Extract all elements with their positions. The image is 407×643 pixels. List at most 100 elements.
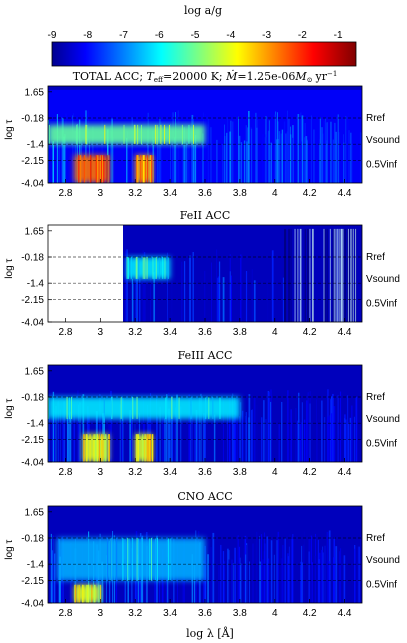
spectral-streak	[318, 143, 320, 183]
y-tick-label: -4.04	[21, 458, 44, 469]
spectral-streak	[230, 275, 233, 322]
spectral-streak	[245, 415, 247, 462]
spectral-streak	[333, 557, 335, 603]
spectral-streak	[224, 135, 226, 183]
spectral-streak	[349, 136, 351, 183]
spectral-streak	[241, 410, 244, 462]
spectral-streak	[330, 413, 333, 462]
spectral-streak	[245, 271, 248, 322]
spectral-streak	[178, 397, 180, 419]
spectral-streak	[243, 547, 244, 603]
spectral-streak	[150, 393, 152, 462]
x-tick-label: 4	[272, 327, 278, 338]
spectral-streak	[270, 401, 272, 462]
x-tick-label: 3.8	[233, 608, 247, 619]
spectral-streak	[288, 225, 290, 322]
spectral-streak	[329, 414, 331, 462]
spectral-streak	[325, 143, 328, 183]
spectral-streak	[210, 547, 212, 603]
x-tick-label: 4.4	[338, 608, 352, 619]
spectral-streak	[212, 397, 214, 419]
spectral-streak	[51, 550, 54, 603]
spectral-streak	[154, 257, 156, 279]
spectral-streak	[344, 225, 347, 322]
spectral-streak	[85, 584, 87, 603]
spectral-streak	[275, 400, 277, 462]
y-axis-label: log τ	[4, 540, 15, 560]
spectral-streak	[352, 561, 354, 603]
x-tick-label: 3.6	[198, 467, 212, 478]
spectral-streak	[94, 434, 96, 462]
spectral-streak	[73, 404, 75, 462]
spectral-streak	[150, 538, 152, 581]
spectral-streak	[86, 124, 88, 145]
reference-line-label: Vsound	[366, 414, 400, 425]
spectral-streak	[276, 138, 279, 183]
spectral-streak	[322, 552, 324, 603]
spectral-streak	[350, 225, 352, 322]
spectral-streak	[334, 122, 336, 183]
x-tick-label: 3.2	[128, 467, 142, 478]
spectral-streak	[217, 277, 219, 322]
x-tick-label: 4.4	[338, 188, 352, 199]
y-tick-label: -2.15	[21, 576, 44, 587]
x-tick-label: 2.8	[58, 467, 72, 478]
spectral-streak	[92, 126, 94, 183]
spectral-streak	[343, 142, 345, 183]
x-tick-label: 3	[98, 467, 104, 478]
heatmap-area	[48, 225, 362, 322]
spectral-streak	[301, 115, 304, 183]
spectral-streak	[263, 400, 265, 462]
spectral-streak	[204, 545, 206, 603]
spectral-streak	[128, 257, 130, 279]
spectral-streak	[270, 142, 272, 183]
spectral-streak	[345, 116, 347, 183]
spectral-streak	[147, 434, 149, 462]
spectral-streak	[160, 124, 162, 145]
spectral-streak	[332, 139, 335, 183]
spectral-streak	[172, 130, 173, 183]
spectral-streak	[61, 116, 62, 183]
spectral-streak	[193, 124, 195, 145]
x-tick-label: 3	[98, 188, 104, 199]
spectral-streak	[149, 155, 151, 183]
spectral-streak	[136, 434, 138, 462]
spectral-streak	[79, 402, 81, 462]
reference-line-label: Rref	[366, 533, 385, 544]
spectral-streak	[168, 408, 170, 462]
spectral-streak	[360, 533, 362, 603]
spectral-streak	[267, 131, 270, 183]
spectral-streak	[65, 113, 67, 183]
reference-line-label: Vsound	[366, 135, 400, 146]
spectral-streak	[159, 406, 161, 462]
spectral-streak	[180, 406, 182, 462]
spectral-streak	[227, 548, 229, 603]
spectral-streak	[67, 422, 70, 462]
spectral-streak	[311, 225, 313, 322]
spectral-streak	[175, 112, 176, 183]
spectral-streak	[273, 554, 275, 603]
spectral-streak	[168, 124, 170, 145]
spectral-streak	[52, 391, 55, 462]
spectral-streak	[277, 531, 280, 603]
y-tick-label: 1.65	[25, 226, 45, 237]
spectral-streak	[71, 397, 73, 419]
spectral-streak	[332, 393, 334, 462]
spectral-streak	[58, 135, 60, 183]
spectral-streak	[321, 127, 323, 183]
spectral-streak	[113, 137, 114, 183]
no-data-region	[48, 225, 124, 322]
spectral-streak	[93, 584, 95, 603]
spectral-streak	[329, 225, 331, 322]
spectral-streak	[276, 540, 278, 603]
spectral-streak	[334, 225, 336, 322]
spectral-streak	[136, 397, 138, 419]
spectral-streak	[229, 131, 231, 183]
spectral-streak	[94, 584, 96, 603]
spectral-streak	[347, 112, 349, 183]
spectral-streak	[167, 252, 168, 322]
spectral-streak	[359, 132, 362, 183]
spectral-streak	[57, 401, 59, 462]
spectral-streak	[237, 116, 239, 183]
spectral-streak	[130, 397, 133, 462]
